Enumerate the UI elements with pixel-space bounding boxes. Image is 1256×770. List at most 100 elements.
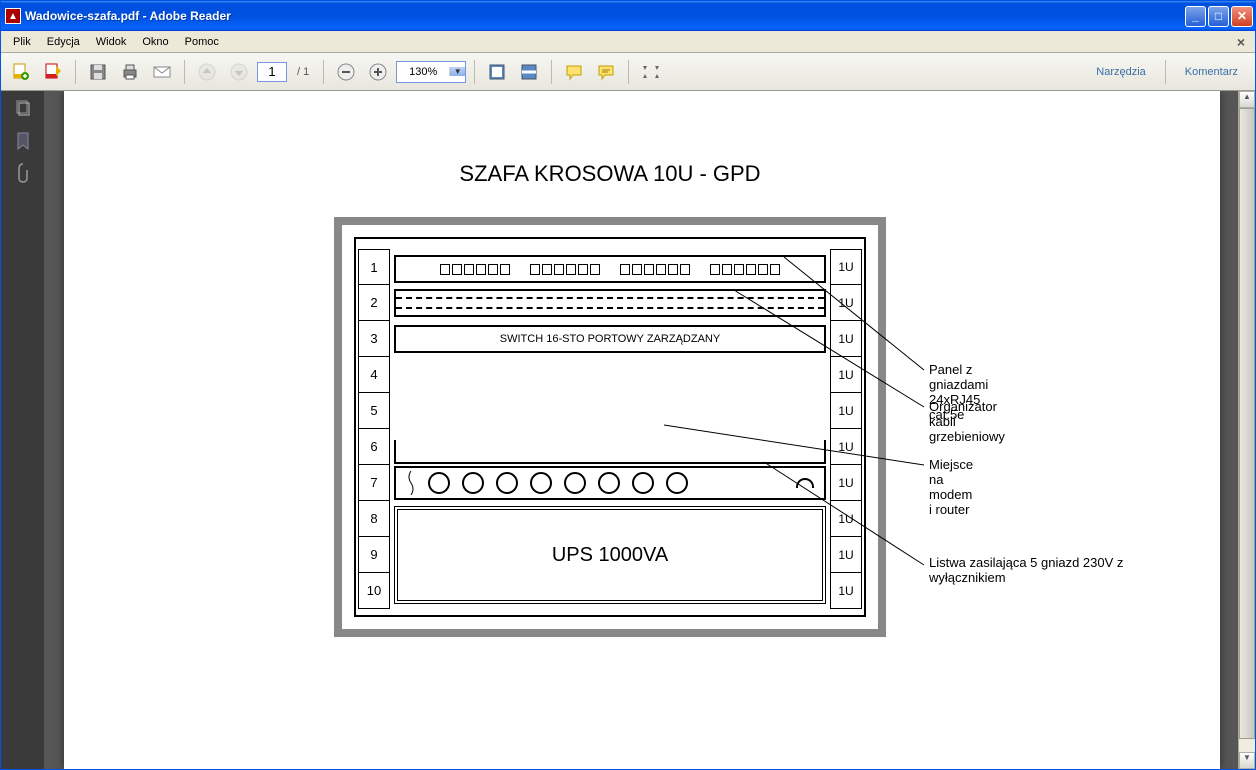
rack-unit-number: 10	[358, 573, 390, 609]
create-pdf-button[interactable]	[39, 58, 67, 86]
app-window: ▲ Wadowice-szafa.pdf - Adobe Reader _ □ …	[0, 0, 1256, 770]
rack-row: 6 1U	[358, 429, 862, 465]
bookmarks-tab[interactable]	[11, 129, 35, 153]
rack-unit-number: 9	[358, 537, 390, 573]
minimize-button[interactable]: _	[1185, 6, 1206, 27]
rack-unit-size: 1U	[830, 465, 862, 501]
menubar: Plik Edycja Widok Okno Pomoc ×	[1, 31, 1255, 53]
zoom-out-button[interactable]	[332, 58, 360, 86]
toolbar-divider	[474, 60, 475, 84]
scroll-track[interactable]	[1239, 108, 1255, 752]
document-viewport[interactable]: SZAFA KROSOWA 10U - GPD 1	[44, 91, 1238, 769]
callout-pdu: Listwa zasilająca 5 gniazd 230V z wyłącz…	[929, 555, 1139, 585]
rack-row: 4 1U	[358, 357, 862, 393]
fit-width-button[interactable]	[515, 58, 543, 86]
menu-view[interactable]: Widok	[88, 34, 135, 50]
rack-frame: 1	[334, 217, 886, 637]
network-switch: SWITCH 16-STO PORTOWY ZARZĄDZANY	[394, 325, 826, 353]
menu-edit[interactable]: Edycja	[39, 34, 88, 50]
scroll-up-button[interactable]: ▲	[1239, 91, 1255, 108]
email-button[interactable]	[148, 58, 176, 86]
zoom-select[interactable]: 130% ▼	[396, 61, 466, 83]
power-outlet	[666, 472, 688, 494]
cable-organizer	[394, 289, 826, 317]
rack-unit-size: 1U	[830, 501, 862, 537]
fit-page-icon	[487, 62, 507, 82]
titlebar: ▲ Wadowice-szafa.pdf - Adobe Reader _ □ …	[1, 1, 1255, 31]
rack-inner: 1	[354, 237, 866, 617]
rack-unit-number: 8	[358, 501, 390, 537]
diagram-title: SZAFA KROSOWA 10U - GPD	[334, 161, 886, 187]
menu-file[interactable]: Plik	[5, 34, 39, 50]
rack-row: 5 1U	[358, 393, 862, 429]
rack-row: 7	[358, 465, 862, 501]
switch-label: SWITCH 16-STO PORTOWY ZARZĄDZANY	[500, 333, 720, 345]
rack-unit-size: 1U	[830, 537, 862, 573]
equipment-shelf	[394, 440, 826, 464]
email-icon	[152, 62, 172, 82]
open-file-button[interactable]	[7, 58, 35, 86]
toolbar: / 1 130% ▼ Narzędzia	[1, 53, 1255, 91]
attachments-tab[interactable]	[11, 161, 35, 185]
tools-panel-button[interactable]: Narzędzia	[1085, 61, 1157, 83]
cable-icon	[406, 471, 416, 495]
zoom-in-button[interactable]	[364, 58, 392, 86]
print-button[interactable]	[116, 58, 144, 86]
page-up-button[interactable]	[193, 58, 221, 86]
power-outlet	[598, 472, 620, 494]
scroll-thumb[interactable]	[1239, 108, 1255, 739]
toolbar-divider	[75, 60, 76, 84]
page-down-button[interactable]	[225, 58, 253, 86]
thumbnails-tab[interactable]	[11, 97, 35, 121]
nav-sidebar	[1, 91, 44, 769]
read-mode-button[interactable]	[637, 58, 665, 86]
rack-unit-number: 1	[358, 249, 390, 285]
power-outlet	[428, 472, 450, 494]
patch-panel	[394, 255, 826, 283]
page-number-input[interactable]	[257, 62, 287, 82]
highlight-icon	[596, 62, 616, 82]
highlight-button[interactable]	[592, 58, 620, 86]
close-button[interactable]: ✕	[1231, 6, 1253, 27]
rack-unit-size: 1U	[830, 321, 862, 357]
print-icon	[120, 62, 140, 82]
save-button[interactable]	[84, 58, 112, 86]
fit-width-icon	[519, 62, 539, 82]
menu-window[interactable]: Okno	[134, 34, 176, 50]
rack-row: 8 9 10 UPS 1000VA	[358, 501, 862, 609]
rack-unit-number: 4	[358, 357, 390, 393]
rack-diagram: SZAFA KROSOWA 10U - GPD 1	[334, 161, 886, 637]
zoom-in-icon	[368, 62, 388, 82]
toolbar-divider	[551, 60, 552, 84]
fit-page-button[interactable]	[483, 58, 511, 86]
add-comment-button[interactable]	[560, 58, 588, 86]
document-close-button[interactable]: ×	[1231, 34, 1251, 50]
rack-unit-number: 2	[358, 285, 390, 321]
rack-unit-size: 1U	[830, 357, 862, 393]
power-switch	[796, 478, 814, 488]
vertical-scrollbar[interactable]: ▲ ▼	[1238, 91, 1255, 769]
page-down-icon	[229, 62, 249, 82]
pdf-page: SZAFA KROSOWA 10U - GPD 1	[64, 91, 1220, 769]
window-title: Wadowice-szafa.pdf - Adobe Reader	[25, 9, 1185, 23]
comment-icon	[564, 62, 584, 82]
power-outlet	[564, 472, 586, 494]
toolbar-divider	[628, 60, 629, 84]
fullscreen-icon	[641, 62, 661, 82]
comment-panel-button[interactable]: Komentarz	[1174, 61, 1249, 83]
zoom-value: 130%	[397, 66, 449, 78]
toolbar-divider	[184, 60, 185, 84]
scroll-down-button[interactable]: ▼	[1239, 752, 1255, 769]
app-icon: ▲	[5, 8, 21, 24]
menu-help[interactable]: Pomoc	[177, 34, 227, 50]
power-outlet	[462, 472, 484, 494]
power-strip	[394, 466, 826, 500]
maximize-button[interactable]: □	[1208, 6, 1229, 27]
toolbar-divider	[1165, 60, 1166, 84]
content-area: SZAFA KROSOWA 10U - GPD 1	[1, 91, 1255, 769]
rack-unit-number: 6	[358, 429, 390, 465]
rack-row: 2 1U	[358, 285, 862, 321]
rack-unit-size: 1U	[830, 573, 862, 609]
zoom-out-icon	[336, 62, 356, 82]
power-outlet	[496, 472, 518, 494]
